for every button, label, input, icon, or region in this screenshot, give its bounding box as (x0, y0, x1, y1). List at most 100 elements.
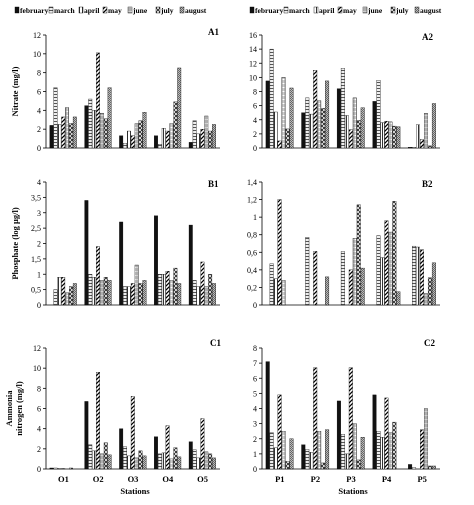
bar-O4-june (169, 458, 174, 470)
bar-P4-july (392, 421, 397, 470)
bar-P3-april (344, 115, 349, 149)
bar-O5-april (196, 133, 201, 149)
x-tick-label: O2 (93, 474, 104, 484)
y-axis-title: Phosphate (log μg/l) (10, 207, 20, 280)
bar-P1-april (273, 278, 278, 306)
y-axis-title: Ammonianitrogen (mg/l) (4, 381, 24, 436)
y-tick-label: 0 (253, 144, 257, 153)
y-tick-label: 6 (253, 374, 257, 383)
bar-O5-june (204, 115, 209, 149)
bar-O5-june (204, 286, 209, 306)
y-tick-label: 4 (37, 178, 41, 187)
x-tick-label: P3 (346, 474, 355, 484)
bar-O4-july (173, 101, 178, 149)
bar-P3-june (352, 423, 357, 470)
legend-label-may: may (108, 6, 122, 15)
legend-label-april: april (84, 6, 99, 15)
bar-O3-march (123, 286, 127, 306)
bar-O3-august (142, 280, 147, 306)
legend-label-march: march (54, 6, 76, 15)
bar-P5-august (431, 103, 436, 149)
bar-O2-june (99, 280, 104, 306)
y-tick-label: 12 (249, 59, 257, 68)
bar-O1-july (69, 123, 73, 149)
panel-A1: 0 2 4 6 8 10 12 A1 Nitrate (mg/l) (10, 27, 220, 153)
bar-P4-april (380, 122, 385, 149)
y-tick-label: 14 (249, 45, 257, 54)
bar-O5-august (212, 457, 216, 470)
bar-P4-march (376, 431, 381, 470)
bar-P4-february (372, 101, 377, 149)
bar-P3-april (344, 453, 349, 470)
bar-P4-may (384, 120, 389, 149)
bar-P2-june (317, 431, 322, 470)
bar-O3-april (127, 130, 131, 149)
bar-P5-april (416, 246, 420, 306)
bar-P1-june (281, 77, 286, 149)
y-tick-label: 0,6 (247, 248, 257, 257)
x-tick-label: O1 (58, 474, 69, 484)
bar-O4-may (165, 130, 170, 149)
y-tick-label: 10 (33, 50, 41, 59)
legend-label-august: august (185, 6, 207, 15)
bar-P5-june (424, 408, 428, 470)
bar-O4-april (161, 274, 166, 306)
bar-O3-february (119, 221, 124, 306)
bar-O1-february (49, 125, 54, 149)
y-tick-label: 2 (37, 445, 41, 454)
y-tick-label: 2 (37, 240, 41, 249)
y-tick-label: 16 (249, 31, 257, 40)
y-tick-label: 2 (253, 130, 257, 139)
bar-P4-june (388, 432, 393, 470)
y-tick-label: 8 (253, 88, 257, 97)
bar-O1-july (69, 286, 73, 306)
legend-label-july: july (395, 6, 409, 15)
y-tick-label: 12 (33, 31, 41, 40)
legend-swatch-april (78, 6, 84, 14)
y-tick-label: 1 (253, 213, 257, 222)
bar-P1-june (281, 280, 286, 306)
bar-P5-august (431, 262, 436, 306)
panel-B1: 0 0,5 1 1,5 2 2,5 3 3,5 4 B1 Phosphate (log μg/l) (10, 178, 220, 310)
bar-O2-july (103, 442, 108, 470)
y-tick-label: 10 (33, 364, 41, 373)
y-tick-label: 1 (253, 450, 257, 459)
bar-P3-february (336, 88, 341, 149)
bar-P2-february (301, 112, 306, 149)
y-tick-label: 0 (37, 465, 41, 474)
legend-label-june: june (367, 6, 383, 15)
panel-label: A2 (422, 32, 433, 42)
bar-O1-march (53, 467, 58, 470)
bar-P1-may (277, 394, 282, 470)
bar-P2-may (313, 70, 318, 149)
bar-O5-may (200, 418, 205, 470)
bar-P1-march (269, 432, 274, 470)
bar-P1-february (265, 361, 270, 470)
bar-O3-february (119, 135, 124, 149)
y-tick-label: 3 (253, 420, 257, 429)
bar-O5-february (188, 441, 193, 470)
y-tick-label: 4 (253, 116, 257, 125)
y-tick-label: 3,5 (31, 193, 41, 202)
bar-P4-july (392, 125, 397, 149)
panel-label: C1 (210, 338, 221, 348)
y-tick-label: 3 (37, 209, 41, 218)
y-tick-label: 1,5 (31, 255, 41, 264)
bar-O5-may (200, 128, 205, 149)
bar-P5-february (408, 464, 413, 470)
y-tick-label: 4 (37, 106, 41, 115)
x-tick-label: P5 (417, 474, 426, 484)
bar-P5-june (424, 113, 428, 149)
bar-P3-may (348, 129, 353, 149)
bar-O2-february (84, 401, 89, 470)
bar-O4-august (177, 283, 182, 306)
y-tick-label: 2 (37, 125, 41, 134)
bar-O3-february (119, 428, 124, 470)
legend-label-april: april (319, 6, 334, 15)
y-tick-label: 7 (253, 359, 257, 368)
legend-label-february: february (255, 6, 284, 15)
bar-O1-april (57, 468, 62, 470)
bar-P1-august (289, 438, 294, 470)
legend-swatch-june (127, 6, 133, 14)
bar-P2-april (309, 452, 314, 470)
